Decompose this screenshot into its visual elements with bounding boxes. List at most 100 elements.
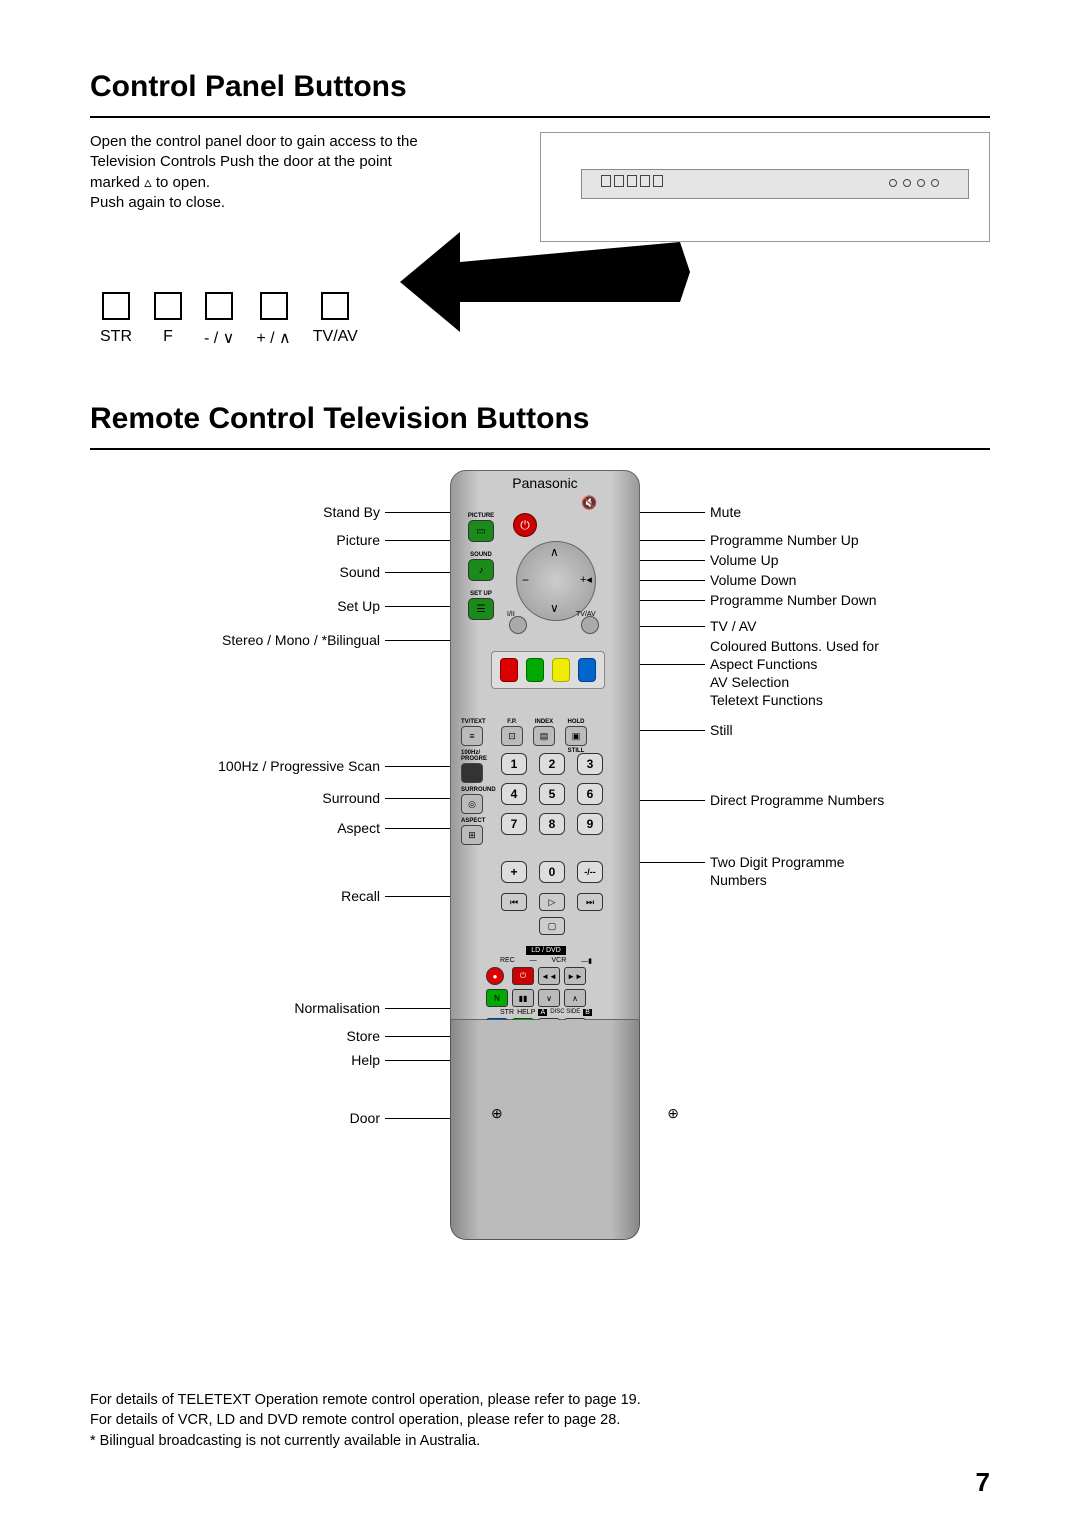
remote-body: Panasonic 🔇 ⏻ PICTURE ▭ SOUND ♪ SET UP ☰…: [450, 470, 640, 1240]
intro-l4: Push again to close.: [90, 193, 470, 213]
vcr-power[interactable]: ⏻: [512, 967, 534, 985]
recall-btn-3[interactable]: ⏭: [577, 893, 603, 911]
btn-f: F: [154, 328, 182, 346]
plus-icon: +◂: [580, 573, 592, 586]
rec-label: REC: [500, 957, 515, 965]
scan-label: 100Hz/ PROGRE: [461, 750, 496, 762]
pause-button[interactable]: ▮▮: [512, 989, 534, 1007]
fp-label: F.P.: [501, 719, 523, 725]
surround-button[interactable]: ◎: [461, 794, 483, 814]
hold-button[interactable]: ▣: [565, 726, 587, 746]
intro-l1: Open the control panel door to gain acce…: [90, 132, 470, 152]
label-door: Door: [90, 1110, 380, 1126]
color-buttons: [491, 651, 605, 689]
divider: [90, 116, 990, 118]
recall-btn-1[interactable]: ⏮: [501, 893, 527, 911]
red-button[interactable]: [500, 658, 518, 682]
screw-icon: ⊕: [491, 1105, 503, 1122]
num-8[interactable]: 8: [539, 813, 565, 835]
label-colored-l1: Coloured Buttons. Used for: [710, 638, 879, 654]
label-surround: Surround: [90, 790, 380, 806]
divider: [90, 448, 990, 450]
label-setup: Set Up: [90, 598, 380, 614]
green-button[interactable]: [526, 658, 544, 682]
label-prog-down: Programme Number Down: [710, 592, 877, 608]
down-button[interactable]: ∨: [538, 989, 560, 1007]
label-tvav: TV / AV: [710, 618, 756, 634]
page-number: 7: [976, 1467, 990, 1498]
mute-icon: 🔇: [581, 495, 597, 511]
intro-l2: Television Controls Push the door at the…: [90, 152, 470, 172]
n-button[interactable]: N: [486, 989, 508, 1007]
arrow-icon: [400, 212, 700, 352]
label-colored-l2: Aspect Functions: [710, 656, 817, 672]
label-aspect: Aspect: [90, 820, 380, 836]
vcr-label: VCR: [552, 957, 567, 965]
picture-label: PICTURE: [461, 513, 501, 519]
label-mute: Mute: [710, 504, 741, 520]
help-label: HELP: [517, 1009, 535, 1016]
recall-btn-4[interactable]: ▢: [539, 917, 565, 935]
label-recall: Recall: [90, 888, 380, 904]
setup-label: SET UP: [461, 591, 501, 597]
section2-title: Remote Control Television Buttons: [90, 402, 990, 436]
num-4[interactable]: 4: [501, 783, 527, 805]
scan-button[interactable]: [461, 763, 483, 783]
btn-tvav: TV/AV: [313, 328, 358, 346]
num-9[interactable]: 9: [577, 813, 603, 835]
two-digit-button[interactable]: -/--: [577, 861, 603, 883]
label-standby: Stand By: [90, 504, 380, 520]
fp-button[interactable]: ⊡: [501, 726, 523, 746]
yellow-button[interactable]: [552, 658, 570, 682]
intro-text: Open the control panel door to gain acce…: [90, 132, 470, 213]
num-6[interactable]: 6: [577, 783, 603, 805]
tvav-button[interactable]: [581, 616, 599, 634]
section-remote: Remote Control Television Buttons Stand …: [90, 402, 990, 1451]
section-control-panel: Control Panel Buttons Open the control p…: [90, 70, 990, 382]
num-1[interactable]: 1: [501, 753, 527, 775]
num-7[interactable]: 7: [501, 813, 527, 835]
index-button[interactable]: ▤: [533, 726, 555, 746]
vcr-ff[interactable]: ►►: [564, 967, 586, 985]
btn-plus: + / ∧: [256, 328, 290, 348]
stereo-button[interactable]: [509, 616, 527, 634]
label-store: Store: [90, 1028, 380, 1044]
label-help: Help: [90, 1052, 380, 1068]
vcr-rew[interactable]: ◄◄: [538, 967, 560, 985]
label-prog-up: Programme Number Up: [710, 532, 859, 548]
setup-button[interactable]: ☰: [468, 598, 494, 620]
tvtext-button[interactable]: ≡: [461, 726, 483, 746]
label-vol-down: Volume Down: [710, 572, 796, 588]
str-label: STR: [500, 1009, 514, 1016]
footer-l2: For details of VCR, LD and DVD remote co…: [90, 1410, 990, 1430]
intro-l3: marked ▵ to open.: [90, 173, 470, 193]
num-0[interactable]: 0: [539, 861, 565, 883]
lddvd-label: LD / DVD: [526, 946, 566, 955]
section1-title: Control Panel Buttons: [90, 70, 990, 104]
label-scan: 100Hz / Progressive Scan: [90, 758, 380, 774]
tvtext-label: TV/TEXT: [461, 719, 496, 725]
remote-door: ⊕ ⊕: [450, 1020, 640, 1240]
num-2[interactable]: 2: [539, 753, 565, 775]
sound-button[interactable]: ♪: [468, 559, 494, 581]
aspect-button[interactable]: ⊞: [461, 825, 483, 845]
blue-button[interactable]: [578, 658, 596, 682]
label-sound: Sound: [90, 564, 380, 580]
recall-plus-button[interactable]: +: [501, 861, 527, 883]
minus-icon: −: [522, 573, 529, 587]
picture-button[interactable]: ▭: [468, 520, 494, 542]
num-3[interactable]: 3: [577, 753, 603, 775]
rec-button[interactable]: ●: [486, 967, 504, 985]
arrow-up-icon: ∧: [550, 545, 559, 559]
up-button[interactable]: ∧: [564, 989, 586, 1007]
num-5[interactable]: 5: [539, 783, 565, 805]
label-colored-l4: Teletext Functions: [710, 692, 823, 708]
btn-str: STR: [100, 328, 132, 346]
index-label: INDEX: [533, 719, 555, 725]
label-normalisation: Normalisation: [90, 1000, 380, 1016]
surround-label: SURROUND: [461, 787, 496, 793]
brand-text: Panasonic: [451, 471, 639, 491]
numpad: 1 2 3 4 5 6 7 8 9: [501, 753, 603, 835]
arrow-down-icon: ∨: [550, 601, 559, 615]
recall-btn-2[interactable]: ▷: [539, 893, 565, 911]
